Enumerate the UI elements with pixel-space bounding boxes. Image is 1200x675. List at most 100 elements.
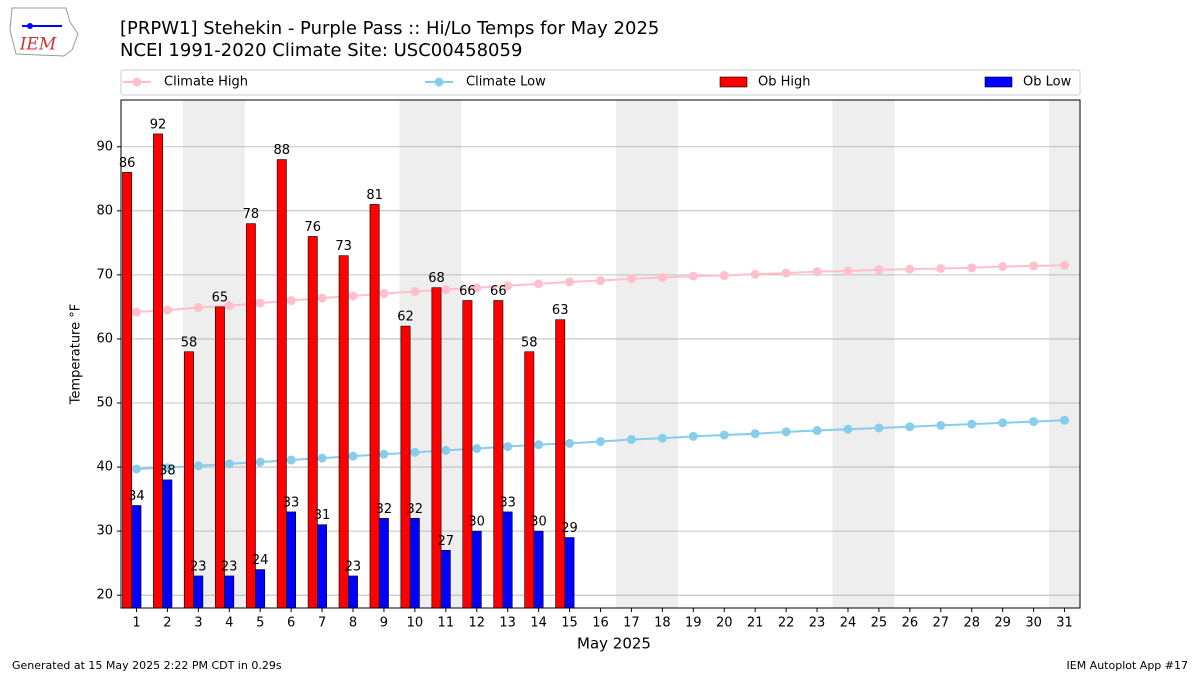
point xyxy=(874,265,884,275)
data-label: 24 xyxy=(252,553,269,568)
data-label: 33 xyxy=(499,495,516,510)
point xyxy=(812,267,822,277)
y-tick-label: 40 xyxy=(96,460,113,475)
point xyxy=(967,419,977,429)
point xyxy=(719,271,729,281)
logo-text: IEM xyxy=(19,35,57,55)
climate-line xyxy=(136,264,1065,314)
x-tick-label: 7 xyxy=(318,616,326,631)
data-label: 38 xyxy=(159,463,176,478)
weekend-shade xyxy=(615,100,647,608)
point xyxy=(843,266,853,276)
data-label: 76 xyxy=(304,220,321,235)
data-label: 66 xyxy=(490,284,507,299)
point xyxy=(317,453,327,463)
bar xyxy=(533,530,544,609)
data-label: 86 xyxy=(119,156,136,171)
x-tick-label: 26 xyxy=(902,616,919,631)
bar xyxy=(317,524,327,609)
data-label: 66 xyxy=(459,284,476,299)
point xyxy=(255,457,265,467)
point xyxy=(657,272,667,282)
point xyxy=(1060,415,1070,425)
data-label: 88 xyxy=(274,143,291,158)
point xyxy=(162,305,172,315)
point xyxy=(998,418,1008,428)
point xyxy=(410,287,420,297)
data-label: 32 xyxy=(407,502,424,517)
bar xyxy=(409,518,420,609)
x-tick-label: 30 xyxy=(1025,616,1042,631)
x-tick-label: 27 xyxy=(933,616,950,631)
legend-marker xyxy=(434,77,444,87)
x-tick-label: 11 xyxy=(438,616,455,631)
data-label: 68 xyxy=(428,271,445,286)
footer-right: IEM Autoplot App #17 xyxy=(1067,659,1189,672)
data-label: 58 xyxy=(521,335,538,350)
legend-label: Ob Low xyxy=(1023,75,1072,90)
bar xyxy=(347,575,358,609)
point xyxy=(781,268,791,278)
bar xyxy=(400,325,411,609)
data-label: 30 xyxy=(530,515,547,530)
legend-label: Climate Low xyxy=(466,75,546,90)
point xyxy=(193,303,203,313)
legend-swatch xyxy=(984,76,1013,88)
x-tick-label: 25 xyxy=(871,616,888,631)
bar xyxy=(555,319,566,609)
bar xyxy=(502,511,513,609)
x-tick-label: 2 xyxy=(163,616,171,631)
x-tick-label: 21 xyxy=(747,616,764,631)
data-label: 65 xyxy=(212,290,229,305)
y-tick-label: 90 xyxy=(96,139,113,154)
point xyxy=(193,461,203,471)
x-tick-label: 19 xyxy=(685,616,702,631)
point xyxy=(750,269,760,279)
point xyxy=(131,464,141,474)
point xyxy=(967,263,977,273)
point xyxy=(534,440,544,450)
data-label: 33 xyxy=(283,495,300,510)
point xyxy=(626,435,636,445)
data-label: 23 xyxy=(190,559,207,574)
data-label: 78 xyxy=(243,207,260,222)
data-label: 23 xyxy=(345,559,362,574)
x-tick-label: 4 xyxy=(225,616,233,631)
data-label: 34 xyxy=(128,489,145,504)
footer-left: Generated at 15 May 2025 2:22 PM CDT in … xyxy=(12,659,282,672)
x-tick-label: 29 xyxy=(994,616,1011,631)
point xyxy=(936,263,946,273)
point xyxy=(503,442,513,452)
point xyxy=(565,438,575,448)
legend-swatch xyxy=(719,76,748,88)
data-label: 23 xyxy=(221,559,238,574)
point xyxy=(812,426,822,436)
x-tick-label: 17 xyxy=(623,616,640,631)
bar xyxy=(524,351,535,609)
x-axis-label: May 2025 xyxy=(577,635,651,653)
point xyxy=(719,430,729,440)
data-label: 63 xyxy=(552,303,569,318)
point xyxy=(596,436,605,446)
y-tick-label: 30 xyxy=(96,524,113,539)
x-tick-label: 18 xyxy=(654,616,671,631)
point xyxy=(410,447,420,457)
point xyxy=(843,424,853,434)
point xyxy=(688,271,698,281)
legend-label: Ob High xyxy=(758,75,811,90)
weekend-shade xyxy=(1049,100,1080,608)
point xyxy=(905,264,915,274)
x-tick-label: 16 xyxy=(592,616,609,631)
legend-label: Climate High xyxy=(164,75,248,90)
x-tick-label: 13 xyxy=(499,616,516,631)
point xyxy=(750,429,760,439)
weekend-shade xyxy=(863,100,895,608)
y-tick-label: 80 xyxy=(96,203,113,218)
bar xyxy=(378,518,389,609)
x-tick-label: 12 xyxy=(468,616,485,631)
point xyxy=(905,422,915,432)
point xyxy=(472,283,482,293)
x-tick-label: 31 xyxy=(1056,616,1073,631)
logo: IEM xyxy=(9,7,79,57)
